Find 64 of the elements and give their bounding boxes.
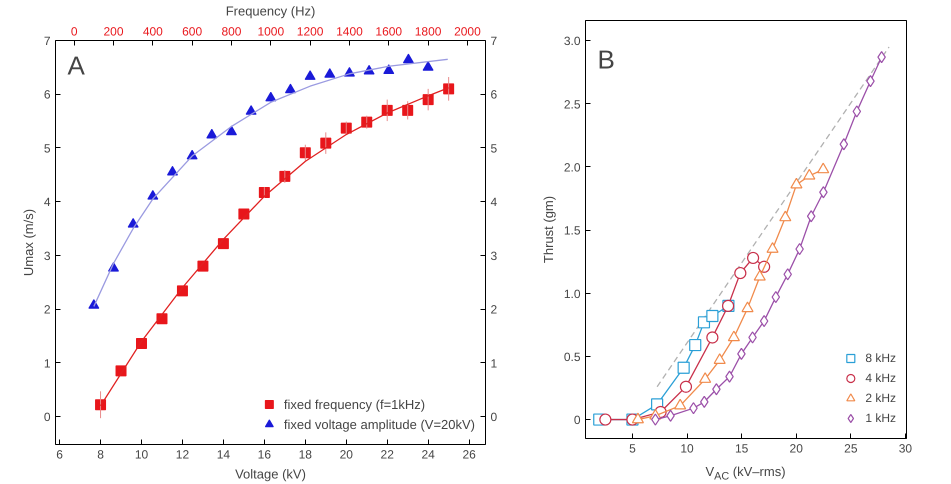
x2-tick-label: 1600 (375, 24, 402, 38)
y-tick-label: 0.5 (564, 350, 581, 364)
x-tick-label: 16 (258, 448, 272, 462)
x2-tick-label: 1200 (296, 24, 324, 38)
x-tick-label: 22 (380, 448, 394, 462)
x2-tick-label: 1400 (336, 24, 364, 38)
legend-label: 4 kHz (865, 371, 896, 385)
legend-label: 2 kHz (865, 391, 896, 405)
y-tick-label: 6 (44, 88, 51, 102)
y-tick-label: 1 (44, 356, 51, 370)
y-tick-label: 2.5 (564, 97, 581, 112)
x2-tick-label: 1800 (414, 24, 442, 38)
x-tick-label: 6 (56, 448, 64, 462)
x2-tick-label: 2000 (454, 24, 482, 38)
x-tick-label: 24 (421, 448, 436, 462)
x2-tick-label: 400 (142, 24, 164, 38)
x2-tick-label: 600 (182, 24, 202, 38)
y-tick-label: 2 (44, 302, 51, 317)
y2-tick-label: 1 (490, 356, 498, 370)
x-axis-title: V$_{AC}$ (kV–rms) (705, 463, 786, 484)
x2-axis-title: Frequency (Hz) (226, 4, 316, 18)
y-axis-title: Thrust (gm) (540, 196, 556, 264)
y2-tick-label: 6 (490, 88, 498, 102)
y2-tick-label: 2 (490, 302, 498, 317)
annotation: A (68, 50, 86, 80)
x-tick-label: 18 (298, 448, 312, 462)
x-tick-label: 15 (734, 442, 749, 456)
legend-label: fixed voltage amplitude (V=20kV) (284, 416, 475, 432)
x-tick-label: 20 (340, 448, 354, 462)
x-axis-title: Voltage (kV) (235, 466, 306, 482)
x-tick-label: 26 (462, 448, 476, 462)
y-tick-label: 3.0 (564, 34, 581, 48)
y2-tick-label: 3 (490, 248, 498, 263)
y-axis-title: Umax (m/s) (20, 208, 36, 276)
annotation: B (598, 44, 615, 74)
y-tick-label: 1.0 (564, 286, 581, 301)
y2-tick-label: 5 (490, 141, 498, 156)
y-tick-label: 0 (574, 413, 581, 428)
legend-label: fixed frequency (f=1kHz) (284, 396, 426, 412)
y-tick-label: 0 (44, 410, 51, 424)
y-tick-label: 1.5 (564, 224, 581, 238)
y-tick-label: 5 (44, 141, 51, 156)
x-tick-label: 25 (844, 442, 858, 456)
y2-tick-label: 7 (490, 34, 498, 48)
x-tick-label: 20 (790, 442, 804, 456)
x-tick-label: 5 (629, 442, 636, 456)
y2-tick-label: 4 (490, 195, 498, 210)
x-tick-label: 30 (898, 442, 912, 456)
x-tick-label: 10 (680, 442, 694, 456)
y-tick-label: 3 (44, 248, 51, 263)
x2-tick-label: 1000 (257, 24, 284, 38)
x-tick-label: 14 (216, 448, 230, 462)
x2-tick-label: 0 (70, 24, 78, 38)
legend-label: 1 kHz (865, 411, 896, 425)
y-tick-label: 4 (44, 195, 51, 210)
x-tick-label: 12 (176, 448, 190, 462)
x-tick-label: 10 (134, 448, 148, 462)
x-tick-label: 8 (97, 448, 104, 462)
y2-tick-label: 0 (490, 410, 498, 424)
y-tick-label: 2.0 (564, 160, 581, 174)
x2-tick-label: 800 (221, 24, 242, 38)
legend-label: 8 kHz (865, 351, 896, 365)
x2-tick-label: 200 (103, 24, 124, 38)
y-tick-label: 7 (44, 34, 51, 48)
